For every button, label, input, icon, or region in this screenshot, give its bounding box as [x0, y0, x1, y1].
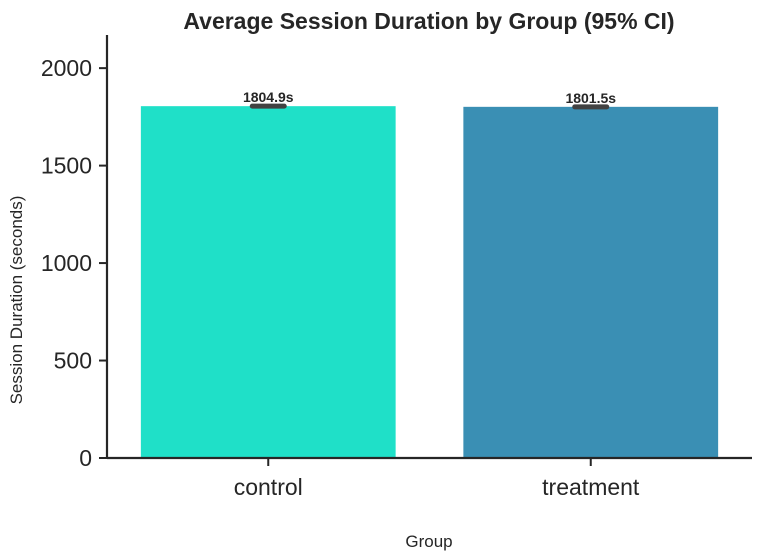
chart-title: Average Session Duration by Group (95% C…	[183, 8, 674, 34]
x-tick-label-control: control	[234, 474, 303, 500]
y-axis: 0 500 1000 1500 2000	[41, 35, 109, 471]
y-axis-label: Session Duration (seconds)	[7, 196, 26, 405]
x-axis: control treatment	[107, 456, 752, 500]
data-label-control: 1804.9s	[243, 89, 294, 105]
x-axis-label: Group	[405, 532, 452, 551]
y-tick-label-1000: 1000	[41, 250, 92, 276]
x-tick-label-treatment: treatment	[542, 474, 640, 500]
y-tick-label-2000: 2000	[41, 55, 92, 81]
y-tick-label-0: 0	[79, 445, 92, 471]
data-labels-layer: 1804.9s 1801.5s	[243, 89, 616, 106]
bar-treatment	[463, 106, 719, 458]
bar-control	[140, 106, 396, 459]
y-tick-label-1500: 1500	[41, 153, 92, 179]
bars-layer	[140, 106, 719, 459]
y-tick-label-500: 500	[54, 348, 92, 374]
error-bars-layer	[249, 103, 610, 110]
data-label-treatment: 1801.5s	[565, 90, 616, 106]
